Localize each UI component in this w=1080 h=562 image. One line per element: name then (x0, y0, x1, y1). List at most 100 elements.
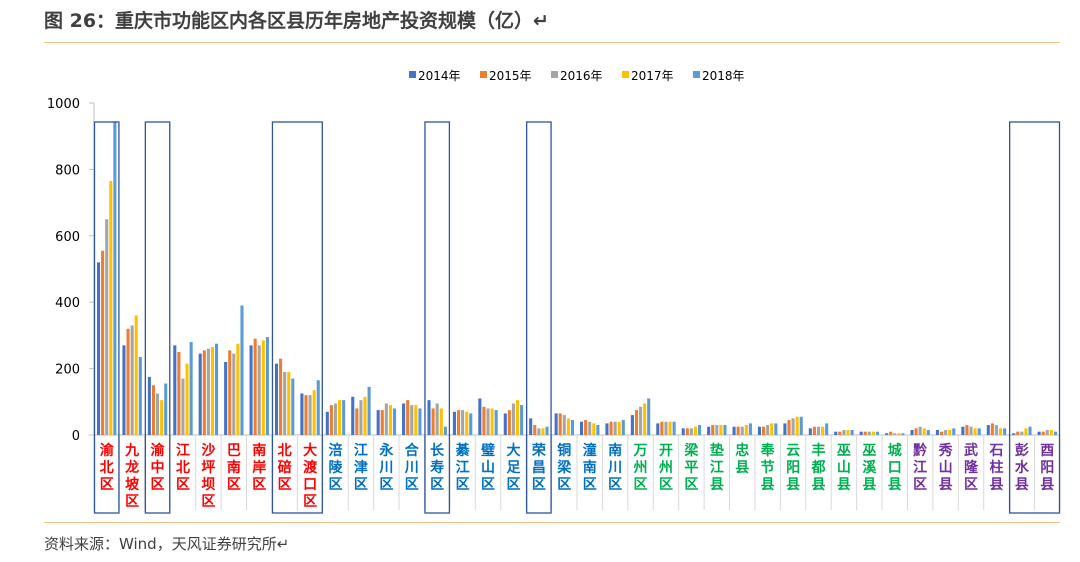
bar (783, 423, 787, 435)
legend: 2014年 2015年 2016年 2017年 2018年 (409, 69, 745, 83)
bar (643, 403, 647, 435)
bar (846, 430, 850, 435)
bar (757, 426, 762, 435)
x-tick-label: 铜 (557, 442, 571, 459)
legend-label: 2015年 (489, 69, 532, 83)
bar (1003, 428, 1007, 435)
x-tick-label: 坪 (201, 460, 215, 476)
x-tick-label: 南 (252, 442, 266, 459)
bar (431, 408, 435, 435)
bar (554, 413, 558, 435)
bar (825, 423, 829, 435)
x-tick-label: 都 (811, 460, 826, 476)
bar (723, 425, 727, 435)
x-tick-label: 江 (456, 459, 470, 476)
y-tick-label: 200 (55, 363, 80, 378)
bar (621, 420, 625, 435)
x-tick-label: 山 (837, 460, 851, 476)
bar (249, 345, 253, 435)
bar (889, 431, 893, 435)
x-tick-label: 岸 (252, 459, 266, 476)
x-tick-label: 川 (607, 460, 622, 476)
bar (329, 405, 333, 435)
bar (736, 426, 740, 435)
bar (215, 343, 219, 435)
x-tick-label: 开 (659, 443, 673, 459)
bar (630, 415, 634, 435)
x-tick-label: 昌 (532, 460, 546, 476)
x-tick-label: 万 (633, 443, 648, 459)
bar (185, 363, 189, 435)
bar (922, 428, 926, 435)
x-tick-label: 区 (684, 477, 698, 493)
x-tick-label: 区 (430, 477, 444, 493)
x-tick-label: 县 (1040, 477, 1054, 493)
bar (265, 337, 269, 435)
x-tick-label: 中 (151, 459, 165, 476)
bar (130, 325, 134, 435)
x-tick-label: 合 (405, 442, 420, 459)
bar (261, 340, 265, 435)
bar (511, 403, 515, 435)
bar (952, 428, 956, 435)
x-tick-label: 区 (405, 477, 419, 493)
bar (609, 421, 613, 435)
x-tick-label: 武 (964, 442, 978, 459)
bar (388, 405, 392, 435)
bar (647, 398, 651, 435)
x-tick-label: 县 (761, 477, 775, 493)
bar (503, 413, 507, 435)
x-tick-label: 云 (786, 443, 800, 459)
x-tick-label: 区 (125, 494, 139, 510)
bar (109, 181, 113, 435)
bar (240, 305, 244, 435)
bar (1037, 431, 1041, 435)
bar (486, 408, 490, 435)
bar (533, 425, 537, 435)
bar (885, 433, 889, 435)
x-tick-label: 綦 (455, 442, 471, 459)
bar (1012, 433, 1016, 435)
highlight-box (93, 121, 120, 514)
bar (871, 431, 875, 435)
x-tick-label: 区 (608, 477, 622, 493)
x-tick-label: 区 (481, 477, 495, 493)
source-note: 资料来源：Wind，天风证券研究所↵ (44, 535, 290, 553)
bar (1028, 426, 1032, 435)
bar (897, 433, 901, 435)
bar (977, 428, 981, 435)
x-tick-label: 石 (988, 443, 1003, 459)
bar (732, 426, 736, 435)
bar (948, 430, 952, 435)
legend-swatch (480, 71, 487, 78)
bar (122, 345, 126, 435)
x-tick-label: 彭 (1015, 442, 1029, 459)
bar (202, 350, 206, 435)
bar (834, 431, 838, 435)
highlight-box (1009, 121, 1061, 514)
x-tick-label: 永 (378, 442, 394, 459)
bar (545, 426, 549, 435)
bar (257, 345, 261, 435)
bar (435, 403, 439, 435)
x-tick-label: 南 (583, 459, 597, 476)
bar (926, 430, 930, 435)
bar (316, 380, 320, 435)
bar (668, 421, 672, 435)
bar (698, 425, 702, 435)
figure-title: 图 26：重庆市功能区内各区县历年房地产投资规模（亿）↵ (44, 10, 549, 32)
x-tick-label: 寿 (430, 459, 444, 476)
bar (541, 428, 545, 435)
bar (342, 400, 346, 435)
bar (494, 410, 498, 435)
bar (816, 426, 821, 435)
x-tick-label: 北 (176, 460, 190, 476)
bar (367, 386, 371, 435)
x-tick-label: 县 (862, 477, 876, 493)
bar (210, 347, 215, 435)
bar (998, 428, 1003, 435)
x-tick-label: 口 (888, 460, 902, 476)
x-tick-label: 长 (430, 442, 445, 459)
x-tick-label: 江 (913, 459, 927, 476)
x-tick-label: 渝 (151, 442, 166, 459)
